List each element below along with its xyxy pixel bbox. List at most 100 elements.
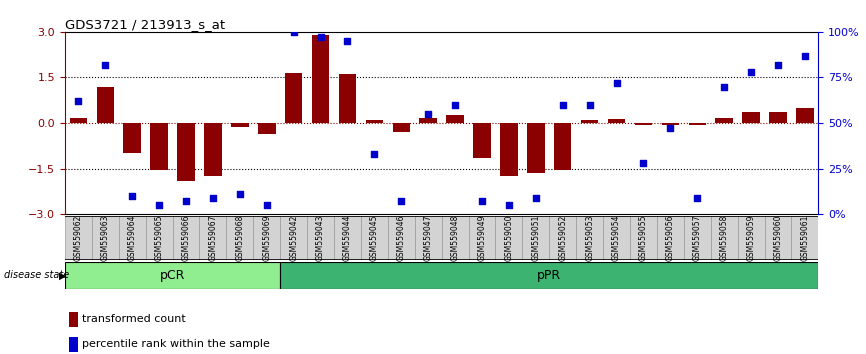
Bar [312,35,329,123]
Point [152,202,166,208]
FancyBboxPatch shape [603,216,630,260]
Text: GSM559061: GSM559061 [800,215,810,261]
FancyBboxPatch shape [415,216,442,260]
Point [99,62,113,68]
Text: GSM559044: GSM559044 [343,215,352,261]
Text: GSM559059: GSM559059 [746,215,756,261]
Bar [446,115,464,123]
Point [502,202,516,208]
FancyBboxPatch shape [630,216,657,260]
Text: GSM559060: GSM559060 [773,215,783,261]
Bar [419,119,437,123]
Bar [124,123,141,153]
Bar [97,86,114,123]
Text: GSM559052: GSM559052 [559,215,567,261]
Point [771,62,785,68]
Point [529,195,543,201]
Bar [608,119,625,123]
Point [583,102,597,108]
Text: disease state: disease state [4,270,69,280]
Point [179,199,193,204]
Bar [688,123,706,125]
Bar [796,108,814,123]
Text: GSM559051: GSM559051 [532,215,540,261]
Bar [68,312,78,327]
Bar [554,123,572,170]
FancyBboxPatch shape [765,216,792,260]
Text: ▶: ▶ [59,270,67,280]
Bar [474,123,491,158]
FancyBboxPatch shape [226,216,253,260]
FancyBboxPatch shape [522,216,549,260]
Point [340,38,354,44]
Text: GSM559056: GSM559056 [666,215,675,261]
Bar [231,123,249,127]
FancyBboxPatch shape [469,216,495,260]
Bar [581,120,598,123]
Text: GSM559046: GSM559046 [397,215,406,261]
Text: GDS3721 / 213913_s_at: GDS3721 / 213913_s_at [65,18,225,31]
FancyBboxPatch shape [361,216,388,260]
FancyBboxPatch shape [334,216,361,260]
Point [313,34,327,40]
Text: GSM559062: GSM559062 [74,215,83,261]
Text: GSM559067: GSM559067 [209,215,217,261]
FancyBboxPatch shape [145,216,172,260]
Bar [339,74,356,123]
FancyBboxPatch shape [792,216,818,260]
Bar [715,118,733,123]
Text: percentile rank within the sample: percentile rank within the sample [81,339,269,349]
Bar [178,123,195,181]
Bar [365,120,383,123]
FancyBboxPatch shape [65,216,92,260]
Point [206,195,220,201]
Point [449,102,462,108]
FancyBboxPatch shape [65,262,281,289]
Point [663,126,677,131]
Bar [151,123,168,170]
FancyBboxPatch shape [92,216,119,260]
FancyBboxPatch shape [657,216,684,260]
Point [287,29,301,35]
FancyBboxPatch shape [281,262,818,289]
Text: pCR: pCR [160,269,185,282]
Point [260,202,274,208]
Text: GSM559045: GSM559045 [370,215,379,261]
Bar [742,112,759,123]
Bar [285,73,302,123]
Point [126,193,139,199]
Text: GSM559050: GSM559050 [504,215,514,261]
Point [421,111,435,117]
Text: GSM559042: GSM559042 [289,215,298,261]
Text: GSM559068: GSM559068 [236,215,244,261]
Text: GSM559054: GSM559054 [612,215,621,261]
Point [367,151,381,157]
Text: GSM559049: GSM559049 [477,215,487,261]
Bar [392,123,410,132]
Bar [527,123,545,173]
Text: transformed count: transformed count [81,314,185,324]
Point [610,80,624,86]
Text: GSM559063: GSM559063 [100,215,110,261]
Point [798,53,811,58]
FancyBboxPatch shape [388,216,415,260]
Point [72,98,86,104]
Text: GSM559057: GSM559057 [693,215,701,261]
Text: GSM559043: GSM559043 [316,215,325,261]
FancyBboxPatch shape [684,216,711,260]
FancyBboxPatch shape [495,216,522,260]
Bar [662,123,679,125]
Text: GSM559066: GSM559066 [182,215,191,261]
Point [556,102,570,108]
Point [717,84,731,89]
FancyBboxPatch shape [119,216,145,260]
Text: GSM559065: GSM559065 [155,215,164,261]
Text: GSM559058: GSM559058 [720,215,728,261]
Bar [635,123,652,125]
Text: GSM559064: GSM559064 [127,215,137,261]
Text: GSM559055: GSM559055 [639,215,648,261]
Point [475,199,489,204]
FancyBboxPatch shape [549,216,576,260]
FancyBboxPatch shape [576,216,603,260]
FancyBboxPatch shape [442,216,469,260]
